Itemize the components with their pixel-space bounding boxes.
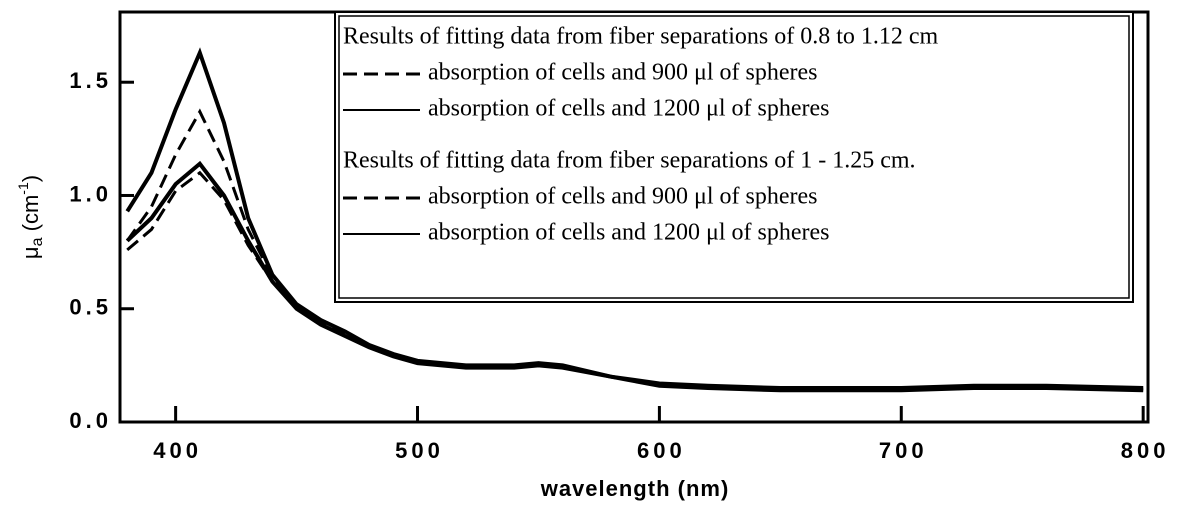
x-axis-label: wavelength (nm) <box>540 476 730 501</box>
legend-box-inner <box>338 15 1130 299</box>
y-tick-label: 1.5 <box>69 68 112 93</box>
y-axis-label: μa (cm-1) <box>15 175 47 259</box>
legend-box <box>334 11 1134 303</box>
legend-label: absorption of cells and 900 μl of sphere… <box>428 184 817 210</box>
line <box>125 160 1144 393</box>
y-tick-label: 0.0 <box>69 408 112 433</box>
legend-label: absorption of cells and 900 μl of sphere… <box>428 60 817 86</box>
x-tick-label: 400 <box>153 438 202 463</box>
x-tick-label: 600 <box>637 438 686 463</box>
y-tick-label: 0.5 <box>69 295 112 320</box>
x-tick-label: 800 <box>1121 438 1170 463</box>
x-tick-label: 500 <box>395 438 444 463</box>
legend-label: absorption of cells and 1200 μl of spher… <box>428 220 829 246</box>
x-tick-label: 700 <box>879 438 928 463</box>
legend-group-title: Results of fitting data from fiber separ… <box>343 24 939 50</box>
legend-group-title: Results of fitting data from fiber separ… <box>343 148 916 174</box>
y-tick-label: 1.0 <box>69 181 112 206</box>
line <box>125 47 1144 391</box>
legend-label: absorption of cells and 1200 μl of spher… <box>428 96 829 122</box>
